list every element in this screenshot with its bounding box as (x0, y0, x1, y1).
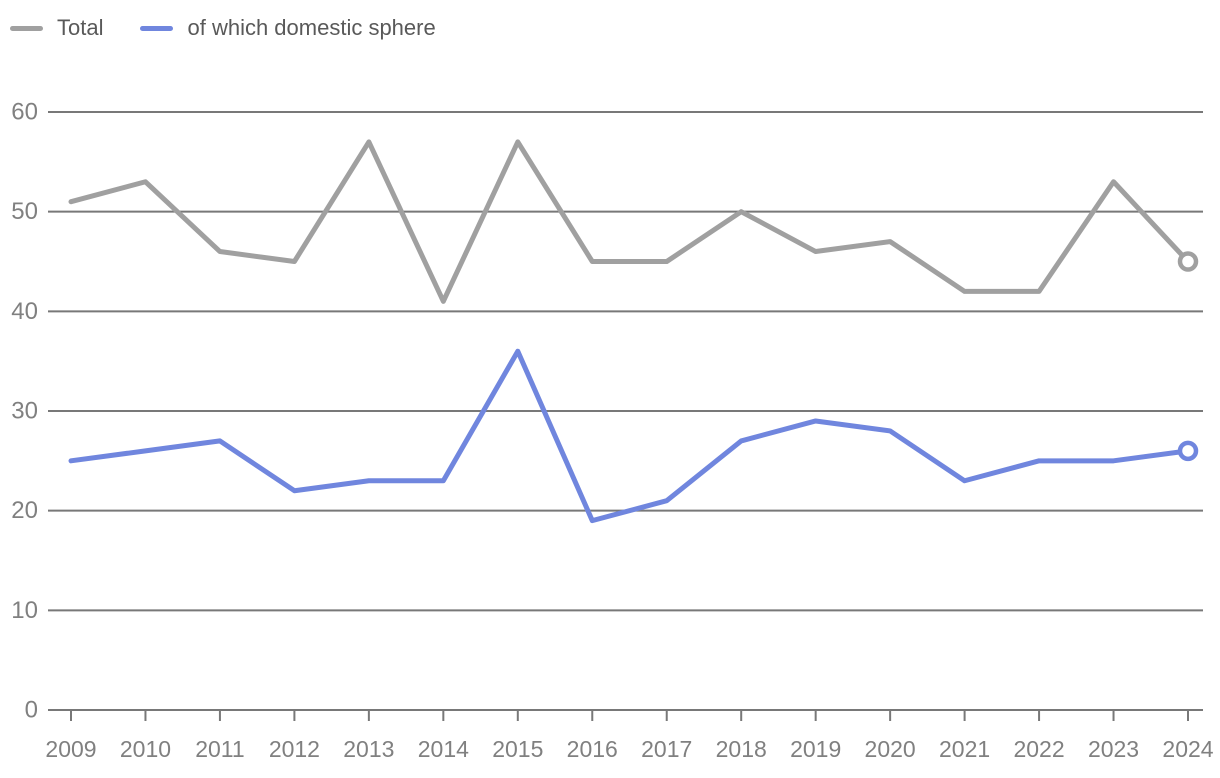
legend: Total of which domestic sphere (10, 15, 436, 41)
total-line[interactable] (68, 139, 1191, 304)
legend-label-total: Total (57, 15, 104, 40)
domestic-sphere-line-swatch-icon (140, 25, 174, 31)
x-tick-label: 2020 (865, 736, 916, 762)
x-tick-label: 2023 (1088, 736, 1139, 762)
y-tick-label: 50 (11, 198, 38, 225)
x-tick-label: 2024 (1162, 736, 1213, 762)
x-tick-label: 2022 (1013, 736, 1064, 762)
legend-item-domestic-sphere[interactable]: of which domestic sphere (140, 15, 436, 41)
y-tick-label: 0 (25, 697, 38, 724)
x-tick-label: 2019 (790, 736, 841, 762)
x-tick-label: 2017 (641, 736, 692, 762)
x-tick-label: 2014 (418, 736, 469, 762)
x-tick-label: 2021 (939, 736, 990, 762)
x-tick-label: 2013 (343, 736, 394, 762)
total-end-marker[interactable] (1177, 251, 1199, 272)
y-tick-label: 20 (11, 497, 38, 524)
x-tick-label: 2010 (120, 736, 171, 762)
y-tick-label: 10 (11, 597, 38, 624)
x-tick-label: 2011 (195, 736, 244, 762)
legend-item-total[interactable]: Total (10, 15, 103, 41)
y-tick-label: 40 (11, 298, 38, 325)
domestic-sphere-line[interactable] (68, 348, 1191, 524)
y-tick-label: 60 (11, 99, 38, 126)
x-tick-label: 2012 (269, 736, 320, 762)
legend-label-domestic-sphere: of which domestic sphere (187, 15, 436, 40)
y-tick-label: 30 (11, 398, 38, 425)
total-line-swatch-icon (10, 25, 43, 31)
x-tick-label: 2018 (716, 736, 767, 762)
domestic-sphere-end-marker[interactable] (1177, 440, 1199, 462)
x-tick-label: 2009 (45, 736, 96, 762)
x-tick-label: 2016 (567, 736, 618, 762)
x-tick-label: 2015 (492, 736, 543, 762)
